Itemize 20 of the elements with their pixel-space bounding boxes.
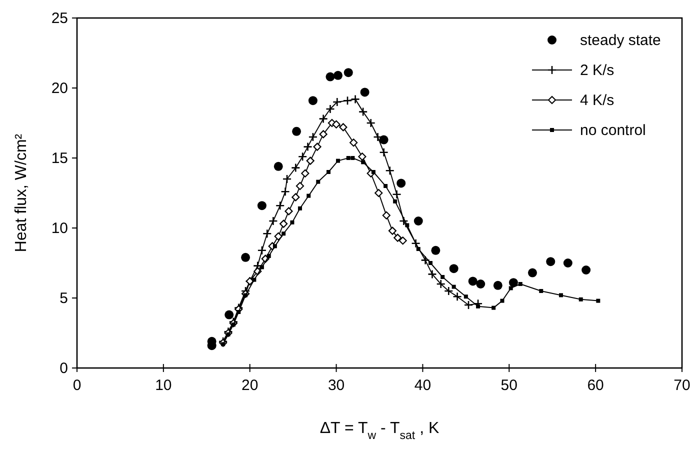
x-tick-label: 20 xyxy=(242,377,258,394)
y-tick-label: 0 xyxy=(60,360,68,377)
x-tick-label: 10 xyxy=(155,377,172,394)
legend-label: steady state xyxy=(580,32,661,49)
y-tick-label: 15 xyxy=(51,150,68,167)
x-axis-title: ΔT = T$_{w}$ - T$_{sat}$ , K xyxy=(320,420,440,442)
legend-label: 4 K/s xyxy=(580,92,614,109)
x-tick-label: 0 xyxy=(72,377,82,394)
x-tick-label: 50 xyxy=(500,377,518,394)
legend-label: no control xyxy=(580,122,646,139)
legend-label: 2 K/s xyxy=(580,62,614,79)
x-tick-label: 70 xyxy=(674,377,690,394)
y-tick-label: 25 xyxy=(51,10,68,27)
y-tick-label: 10 xyxy=(51,220,68,237)
x-tick-label: 60 xyxy=(587,377,604,394)
y-tick-label: 20 xyxy=(51,80,68,97)
y-axis-title: Heat flux, W/cm² xyxy=(13,133,30,252)
x-tick-label: 40 xyxy=(414,377,432,394)
x-tick-label: 30 xyxy=(328,377,345,394)
y-tick-label: 5 xyxy=(60,290,68,307)
